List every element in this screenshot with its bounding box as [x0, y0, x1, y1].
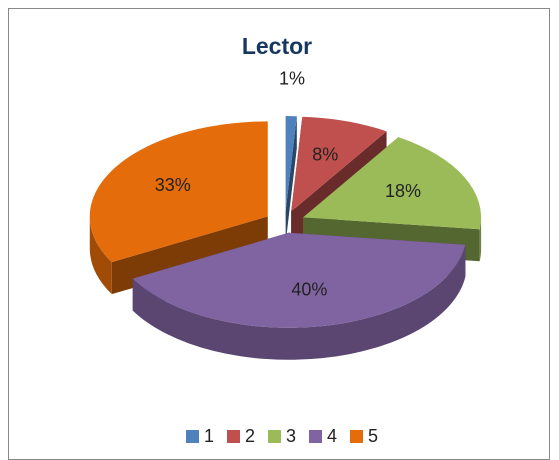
slice [291, 116, 387, 212]
legend-swatch [186, 430, 199, 443]
slice-wall [89, 216, 112, 295]
slice [285, 116, 297, 212]
data-label: 8% [312, 144, 338, 164]
legend-label: 5 [368, 426, 378, 446]
slice-side [285, 116, 297, 244]
slice [132, 232, 466, 328]
slice-wall [132, 244, 466, 360]
legend-swatch [350, 430, 363, 443]
chart-title: Lector [242, 33, 312, 59]
slice [89, 121, 268, 263]
data-label: 18% [385, 181, 421, 201]
legend-label: 4 [327, 426, 337, 446]
legend-label: 2 [245, 426, 255, 446]
legend-swatch [268, 430, 281, 443]
data-label: 40% [291, 279, 327, 299]
legend-label: 3 [286, 426, 296, 446]
data-label: 1% [279, 69, 305, 89]
slice-wall [479, 217, 482, 262]
legend-label: 1 [204, 426, 214, 446]
legend-swatch [227, 430, 240, 443]
slice [303, 137, 482, 230]
legend-swatch [309, 430, 322, 443]
data-label: 33% [155, 175, 191, 195]
